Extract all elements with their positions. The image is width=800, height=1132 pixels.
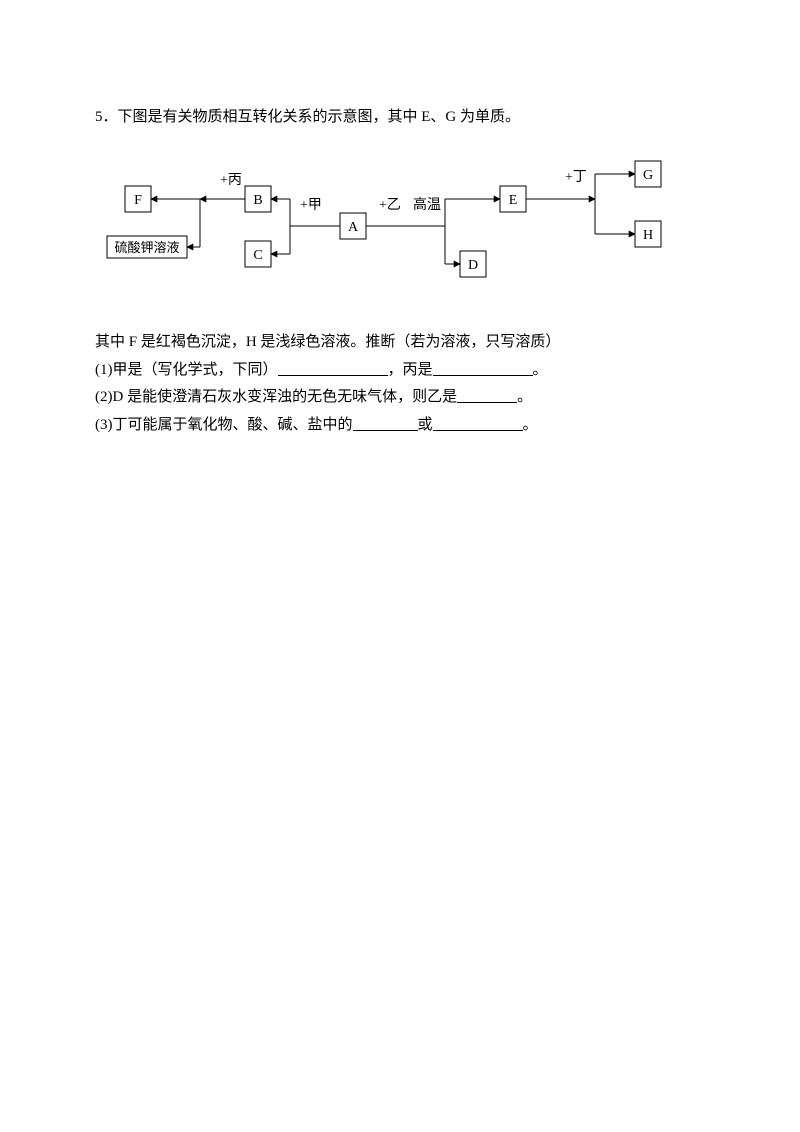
sub-question-2: (2)D 是能使澄清石灰水变浑浊的无色无味气体，则乙是 。 [95, 385, 705, 411]
question-intro: 5．下图是有关物质相互转化关系的示意图，其中 E、G 为单质。 [95, 105, 705, 131]
q2-part-a: (2)D 是能使澄清石灰水变浑浊的无色无味气体，则乙是 [95, 389, 457, 405]
q3-part-a: (3)丁可能属于氧化物、酸、碱、盐中的 [95, 417, 353, 433]
svg-text:F: F [134, 193, 142, 208]
diagram-container: F B C A E D G H 硫酸钾溶液 +丙 +甲 +乙高温 +丁 [95, 151, 705, 311]
q3-part-b: 或 [418, 417, 433, 433]
blank-1a [278, 360, 388, 376]
svg-text:A: A [348, 220, 359, 235]
q3-part-c: 。 [523, 417, 538, 433]
q1-part-c: 。 [533, 362, 548, 378]
blank-3a [353, 415, 418, 431]
q2-part-b: 。 [517, 389, 532, 405]
svg-text:+乙: +乙 [379, 197, 401, 213]
svg-text:高温: 高温 [413, 196, 441, 213]
page-root: 5．下图是有关物质相互转化关系的示意图，其中 E、G 为单质。 F B C A E D G H… [0, 0, 800, 438]
blank-2 [457, 387, 517, 403]
svg-text:+甲: +甲 [300, 198, 322, 213]
blank-3b [433, 415, 523, 431]
flow-diagram: F B C A E D G H 硫酸钾溶液 +丙 +甲 +乙高温 +丁 [95, 151, 705, 301]
sub-question-1: (1)甲是（写化学式，下同） ，丙是 。 [95, 358, 705, 384]
svg-text:H: H [643, 228, 653, 243]
svg-text:+丙: +丙 [220, 173, 242, 188]
after-diagram-line: 其中 F 是红褐色沉淀，H 是浅绿色溶液。推断（若为溶液，只写溶质） [95, 330, 705, 356]
q1-part-b: ，丙是 [388, 362, 433, 378]
question-intro-text: 下图是有关物质相互转化关系的示意图，其中 E、G 为单质。 [118, 109, 521, 125]
svg-text:硫酸钾溶液: 硫酸钾溶液 [114, 240, 179, 255]
svg-text:E: E [509, 193, 518, 208]
question-number: 5． [95, 109, 118, 125]
svg-text:+丁: +丁 [565, 170, 587, 185]
sub-question-3: (3)丁可能属于氧化物、酸、碱、盐中的 或 。 [95, 413, 705, 439]
svg-text:G: G [643, 168, 653, 183]
svg-text:B: B [253, 193, 262, 208]
svg-text:C: C [253, 248, 262, 263]
svg-text:D: D [468, 258, 478, 273]
blank-1b [433, 360, 533, 376]
question-body: 其中 F 是红褐色沉淀，H 是浅绿色溶液。推断（若为溶液，只写溶质） (1)甲是… [95, 330, 705, 438]
q1-part-a: (1)甲是（写化学式，下同） [95, 362, 278, 378]
